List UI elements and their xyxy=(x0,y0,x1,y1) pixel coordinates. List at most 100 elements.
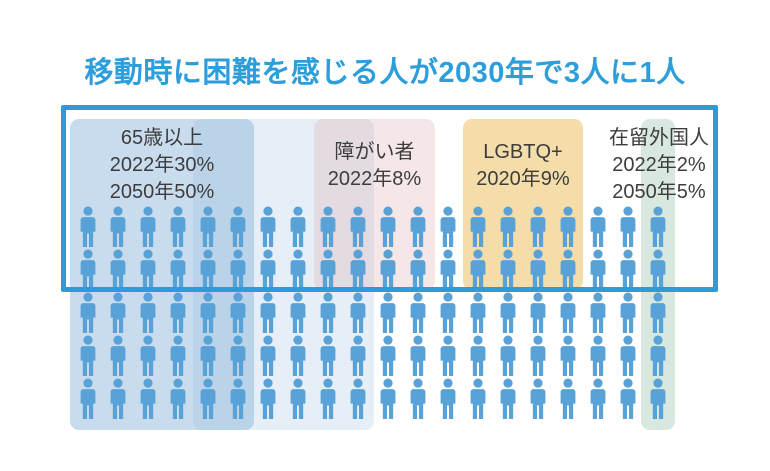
person-icon xyxy=(463,335,493,376)
person-icon xyxy=(493,378,523,419)
person-icon xyxy=(73,206,103,247)
person-icon xyxy=(403,378,433,419)
panel-seniors-2022 xyxy=(70,119,254,430)
person-icon xyxy=(343,249,373,290)
person-icon xyxy=(223,292,253,333)
person-icon xyxy=(643,206,673,247)
person-icon xyxy=(433,206,463,247)
person-icon xyxy=(403,206,433,247)
label-line: 障がい者 xyxy=(334,141,415,163)
person-icon xyxy=(283,292,313,333)
person-icon xyxy=(523,292,553,333)
label-foreign-residents: 在留外国人 2022年2% 2050年5% xyxy=(596,125,722,206)
person-icon xyxy=(313,206,343,247)
person-icon xyxy=(553,249,583,290)
person-icon xyxy=(463,292,493,333)
person-icon xyxy=(313,378,343,419)
label-line: LGBTQ+ xyxy=(483,141,563,163)
person-icon xyxy=(553,335,583,376)
person-icon xyxy=(223,335,253,376)
person-icon xyxy=(133,292,163,333)
person-icon xyxy=(283,378,313,419)
person-icon xyxy=(133,378,163,419)
label-line: 2050年5% xyxy=(612,181,706,203)
person-icon xyxy=(523,249,553,290)
person-icon xyxy=(373,292,403,333)
page-title: 移動時に困難を感じる人が2030年で3人に1人 xyxy=(84,57,686,89)
person-icon xyxy=(163,206,193,247)
person-icon xyxy=(193,206,223,247)
person-icon xyxy=(223,206,253,247)
person-icon xyxy=(313,249,343,290)
label-seniors: 65歳以上 2022年30% 2050年50% xyxy=(70,125,254,206)
person-icon xyxy=(163,292,193,333)
person-icon xyxy=(283,249,313,290)
person-icon xyxy=(343,206,373,247)
label-line: 65歳以上 xyxy=(120,127,204,149)
person-icon xyxy=(403,249,433,290)
person-icon xyxy=(193,249,223,290)
person-icon xyxy=(553,378,583,419)
person-icon xyxy=(223,378,253,419)
person-icon xyxy=(643,378,673,419)
person-icon xyxy=(163,335,193,376)
person-icon xyxy=(583,335,613,376)
person-icon xyxy=(253,206,283,247)
person-icon xyxy=(583,378,613,419)
panel-seniors-2050 xyxy=(193,119,374,430)
person-icon xyxy=(103,378,133,419)
person-icon xyxy=(283,206,313,247)
person-icon xyxy=(553,292,583,333)
person-icon xyxy=(583,292,613,333)
person-icon xyxy=(313,335,343,376)
person-icon xyxy=(583,206,613,247)
person-icon xyxy=(73,378,103,419)
person-icon xyxy=(373,206,403,247)
person-icon xyxy=(523,335,553,376)
person-icon xyxy=(463,206,493,247)
person-icon xyxy=(433,378,463,419)
person-icon xyxy=(463,249,493,290)
person-icon xyxy=(163,249,193,290)
person-icon xyxy=(583,249,613,290)
person-icon xyxy=(373,335,403,376)
person-icon xyxy=(223,249,253,290)
person-icon xyxy=(523,378,553,419)
person-icon xyxy=(643,292,673,333)
person-icon xyxy=(73,249,103,290)
person-icon xyxy=(433,292,463,333)
person-icon xyxy=(403,335,433,376)
person-icon xyxy=(343,335,373,376)
person-icon xyxy=(493,206,523,247)
person-icon xyxy=(103,292,133,333)
person-icon xyxy=(73,292,103,333)
person-icon xyxy=(73,335,103,376)
label-line: 2050年50% xyxy=(109,181,215,203)
person-icon xyxy=(373,249,403,290)
person-icon xyxy=(613,378,643,419)
label-line: 2022年8% xyxy=(327,168,422,190)
person-icon xyxy=(493,249,523,290)
person-icon xyxy=(343,292,373,333)
person-icon xyxy=(103,335,133,376)
person-icon xyxy=(613,249,643,290)
person-icon xyxy=(193,335,223,376)
person-icon xyxy=(253,335,283,376)
label-line: 2022年30% xyxy=(109,154,215,176)
person-icon xyxy=(253,378,283,419)
person-icon xyxy=(613,292,643,333)
person-icon xyxy=(403,292,433,333)
person-icon xyxy=(133,335,163,376)
person-icon xyxy=(133,206,163,247)
person-icon xyxy=(373,378,403,419)
person-icon xyxy=(493,292,523,333)
person-icon xyxy=(613,335,643,376)
person-icon xyxy=(133,249,163,290)
person-icon xyxy=(523,206,553,247)
person-icon xyxy=(313,292,343,333)
person-icon xyxy=(643,335,673,376)
person-icon xyxy=(193,378,223,419)
person-icon xyxy=(253,292,283,333)
person-icon xyxy=(343,378,373,419)
